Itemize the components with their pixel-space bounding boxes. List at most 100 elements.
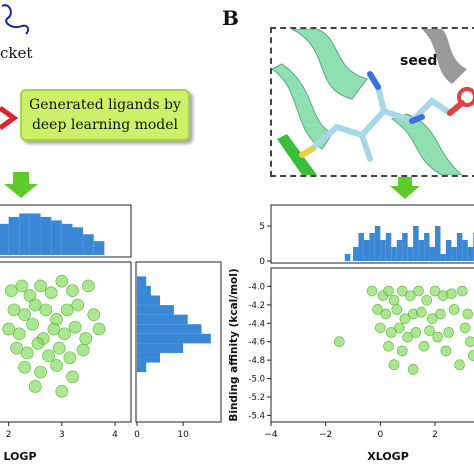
- panel-a-right-histogram-bar: [137, 343, 184, 353]
- green-down-arrow-icon: [4, 172, 38, 198]
- panel-a-scatter-point: [34, 279, 47, 293]
- panel-b-top-histogram-bar: [363, 240, 370, 261]
- panel-a-charts: 2 3 4 LOGP 0 10: [0, 204, 222, 463]
- panel-b-scatter-point: [388, 294, 400, 306]
- panel-a-right-x-tick-label: 0: [134, 430, 140, 440]
- panel-b-y-tick-label: -4.8: [248, 356, 265, 366]
- panel-a-scatter-point: [68, 320, 82, 334]
- panel-b-scatter-point: [375, 322, 386, 334]
- panel-a-scatter-point: [5, 284, 18, 298]
- panel-a-scatter-point: [39, 303, 53, 317]
- panel-a-right-histogram-bar: [137, 305, 174, 315]
- panel-a-scatter-point: [60, 303, 74, 317]
- panel-b-scatter-point: [413, 285, 424, 297]
- panel-b-top-histogram-bar: [456, 233, 463, 261]
- panel-a-scatter-point: [28, 380, 42, 393]
- panel-a-top-histogram-bar: [93, 241, 105, 255]
- panel-a-right-histogram-bar: [137, 285, 151, 296]
- panel-a-top-histogram-bar: [29, 213, 41, 255]
- panel-b-y-tick-label: -5.0: [248, 375, 265, 385]
- panel-b-scatter-point: [396, 345, 408, 357]
- panel-a-scatter-point: [10, 341, 23, 355]
- panel-b-top-histogram-bar: [396, 240, 403, 261]
- panel-b-scatter-point: [334, 336, 345, 347]
- panel-a-scatter-point: [92, 322, 106, 336]
- panel-a-top-histogram-bar: [0, 223, 9, 255]
- panel-b-scatter-point: [388, 359, 400, 371]
- panel-b-scatter-point: [416, 306, 427, 318]
- panel-b-top-y-tick-label: 5: [259, 222, 265, 232]
- panel-a-x-tick-label: 2: [6, 430, 12, 440]
- panel-b-y-axis-label: Binding affinity (kcal/mol): [228, 268, 240, 421]
- panel-b-scatter-point: [459, 322, 471, 334]
- panel-a-scatter-point: [28, 298, 42, 312]
- panel-a-scatter-point: [71, 298, 85, 312]
- panel-b-scatter-point: [385, 327, 397, 338]
- panel-a-scatter-point: [82, 279, 95, 293]
- panel-b-top-histogram-bar: [429, 247, 435, 261]
- panel-b-scatter-point: [402, 331, 413, 343]
- panel-letter-b: B: [222, 6, 239, 30]
- panel-b-scatter-point: [394, 322, 405, 334]
- panel-a-top-histogram-bar: [61, 223, 73, 255]
- panel-b-scatter-point: [426, 313, 438, 324]
- panel-b-scatter-point: [446, 288, 457, 300]
- panel-a-top-histogram-bar: [72, 227, 84, 255]
- panel-b-scatter-point: [405, 290, 416, 301]
- panel-b-scatter-point: [372, 304, 383, 315]
- panel-a-right-histogram-bar: [137, 295, 161, 306]
- panel-a-scatter-point: [12, 327, 26, 341]
- panel-a-scatter-point: [76, 343, 90, 357]
- panel-b-top-histogram-bar: [424, 233, 430, 261]
- panel-a-scatter-point: [2, 322, 15, 336]
- panel-a-top-histogram-bar: [8, 216, 20, 255]
- panel-b-top-histogram-bar: [467, 247, 474, 261]
- red-arrow-icon: [0, 105, 19, 131]
- panel-b-scatter-point: [467, 350, 474, 361]
- panel-a-scatter-point: [52, 341, 66, 355]
- callout-line-2: deep learning model: [31, 117, 179, 133]
- panel-a-scatter-point: [42, 349, 55, 363]
- panel-b-scatter-point: [383, 341, 394, 352]
- pocket-label: cket: [0, 44, 33, 62]
- panel-a-scatter-point: [66, 370, 79, 384]
- panel-a-right-histogram-bar: [137, 333, 211, 344]
- panel-b-y-tick-label: -4.4: [248, 319, 265, 329]
- panel-b-scatter-point: [457, 285, 468, 297]
- panel-b-scatter-point: [435, 308, 446, 320]
- panel-b-scatter-point: [380, 308, 392, 320]
- panel-b-scatter-point: [396, 285, 408, 297]
- seed-molecule-illustration: seed: [272, 29, 474, 175]
- panel-b-scatter-point: [383, 285, 394, 297]
- panel-a-right-histogram-bar: [137, 324, 202, 334]
- panel-a-scatter-point: [26, 317, 39, 331]
- panel-b-x-tick-label: −4: [264, 430, 278, 440]
- panel-a-scatter-point: [63, 351, 77, 365]
- panel-b-scatter-point: [454, 359, 465, 371]
- panel-b-top-histogram-bar: [418, 240, 425, 261]
- seed-molecule-inset: seed: [270, 27, 474, 177]
- panel-a-top-histogram-bar: [83, 234, 94, 255]
- panel-b-scatter-point: [407, 364, 419, 375]
- panel-b-top-histogram-bar: [435, 226, 441, 261]
- panel-b-scatter-point: [448, 304, 460, 315]
- panel-b-top-histogram-bar: [374, 226, 381, 261]
- panel-a-scatter-point: [34, 365, 47, 379]
- panel-b-scatter-point: [421, 294, 433, 306]
- panel-a-right-histogram-bar: [137, 352, 161, 363]
- panel-a-scatter-point: [55, 384, 69, 398]
- panel-b-top-histogram-bar: [451, 247, 457, 261]
- panel-b-scatter-point: [465, 336, 474, 347]
- panel-b-top-histogram-bar: [445, 240, 452, 261]
- panel-a-scatter-point: [44, 286, 58, 299]
- panel-b-top-histogram-bar: [391, 247, 397, 261]
- panel-a-scatter-point: [7, 303, 21, 317]
- panel-a-right-histogram-bar: [137, 362, 147, 373]
- generated-ligands-callout: Generated ligands by deep learning model: [20, 89, 190, 141]
- panel-a-scatter-point: [66, 284, 79, 298]
- panel-a-scatter-point: [15, 279, 29, 293]
- panel-b-y-tick-label: -4.6: [248, 338, 265, 348]
- panel-a-scatter-point: [58, 327, 71, 341]
- panel-a-scatter-point: [31, 337, 45, 350]
